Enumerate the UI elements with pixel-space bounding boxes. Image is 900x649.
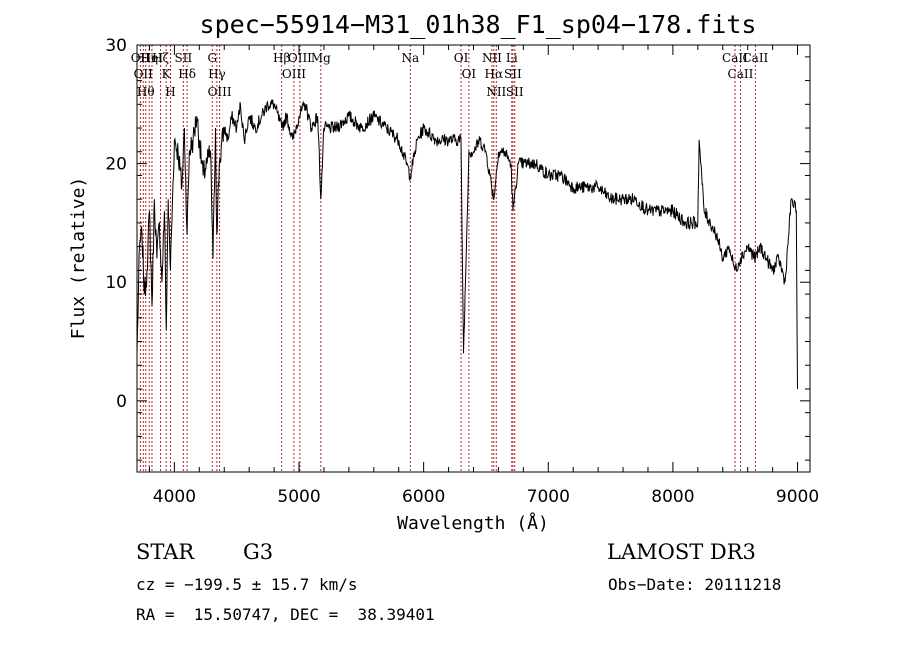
spectral-line-labels: OIIOIIHθHηHeIHζKHSIIHδGHγOIIIHβOIIIOIIIM… <box>131 51 769 99</box>
spectral-line-label-21: Hα <box>485 67 504 81</box>
spectral-line-label-28: CaII <box>742 51 768 65</box>
spectral-line-label-8: SII <box>175 51 193 65</box>
spectral-line-label-27: CaII <box>728 67 754 81</box>
spectral-line-label-13: Hβ <box>273 51 290 65</box>
spectral-line-label-3: Hη <box>140 51 158 65</box>
redshift-text: cz = −199.5 ± 15.7 km/s <box>136 575 358 594</box>
x-tick-label-2: 6000 <box>402 487 445 507</box>
x-tick-label-4: 8000 <box>651 487 694 507</box>
spectral-line-label-23: Li <box>506 51 518 65</box>
spectral-line-label-15: OIII <box>288 51 312 65</box>
x-tick-label-5: 9000 <box>776 487 819 507</box>
spectral-line-label-7: H <box>165 85 175 99</box>
spectral-line-label-10: G <box>207 51 217 65</box>
x-tick-label-1: 5000 <box>277 487 320 507</box>
coordinates-text: RA = 15.50747, DEC = 38.39401 <box>136 605 435 624</box>
y-tick-label-1: 10 <box>105 273 127 293</box>
x-tick-label-0: 4000 <box>153 487 196 507</box>
spectral-line-label-25: SII <box>506 85 524 99</box>
y-tick-label-3: 30 <box>105 36 127 56</box>
spectral-line-label-12: OIII <box>208 85 232 99</box>
x-tick-label-3: 7000 <box>527 487 570 507</box>
object-subclass: G3 <box>243 540 274 564</box>
obs-date: Obs−Date: 20111218 <box>608 575 782 594</box>
spectral-line-label-4: HeI <box>141 51 164 65</box>
spectral-line-label-0: OII <box>131 51 151 65</box>
spectral-lines <box>139 45 756 472</box>
spectral-line-label-6: K <box>162 67 172 81</box>
spectral-line-label-16: Mg <box>311 51 331 65</box>
y-tick-label-2: 20 <box>105 155 127 175</box>
axis-ticks: 4000 5000 6000 7000 8000 9000 0 10 20 30 <box>105 36 819 507</box>
spectral-line-label-1: OII <box>134 67 154 81</box>
survey-name: LAMOST DR3 <box>607 540 756 564</box>
spectral-line-label-24: SII <box>504 67 522 81</box>
x-axis-label: Wavelength (Å) <box>397 512 549 534</box>
y-axis-label: Flux (relative) <box>68 177 89 340</box>
spectral-line-label-18: OI <box>454 51 469 65</box>
y-tick-label-0: 0 <box>116 392 127 412</box>
spectral-line-label-14: OIII <box>282 67 306 81</box>
spectrum-line <box>136 99 798 390</box>
spectral-line-label-2: Hθ <box>137 85 155 99</box>
spectral-line-label-22: NII <box>486 85 506 99</box>
plot-frame <box>136 44 811 473</box>
spectral-line-label-26: CaII <box>722 51 748 65</box>
spectrum-series <box>136 99 798 390</box>
spectral-line-label-11: Hγ <box>208 67 226 81</box>
spectral-line-label-17: Na <box>401 51 419 65</box>
spectral-line-label-19: OI <box>462 67 477 81</box>
spectral-line-label-5: Hζ <box>152 51 169 65</box>
chart-title: spec−55914−M31_01h38_F1_sp04−178.fits <box>200 10 757 39</box>
spectral-line-label-20: NII <box>482 51 502 65</box>
spectral-line-label-9: Hδ <box>178 67 196 81</box>
object-class: STAR <box>136 540 195 564</box>
